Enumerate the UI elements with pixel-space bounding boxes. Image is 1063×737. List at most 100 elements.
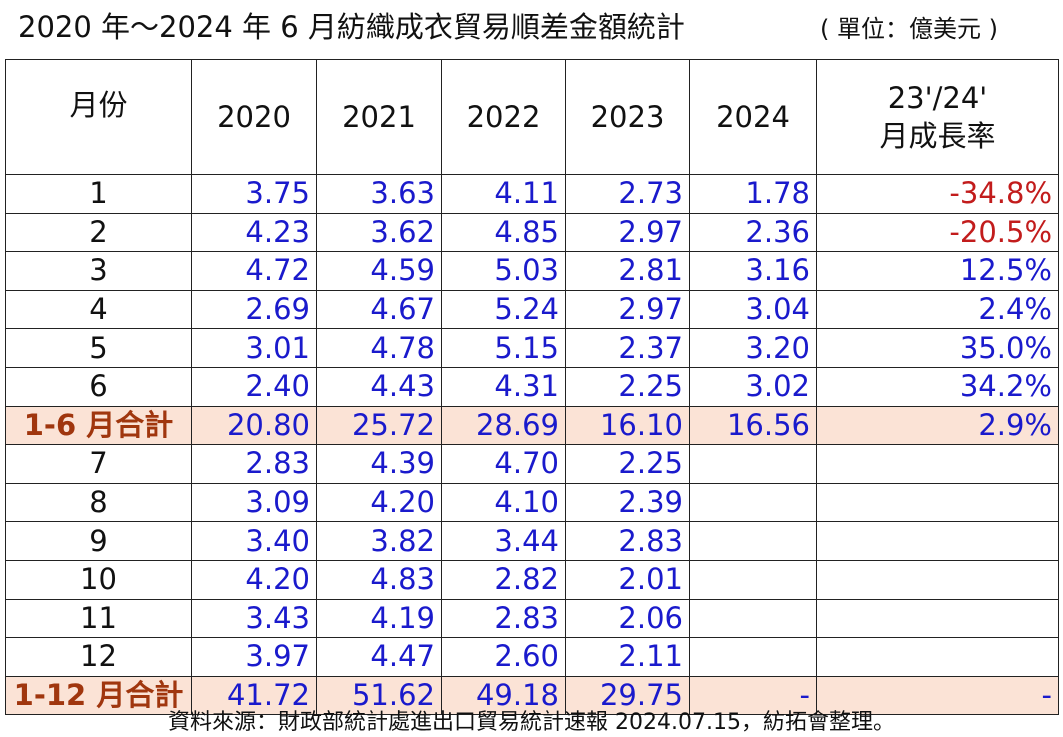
header-growth-line2: 月成長率 bbox=[879, 119, 996, 153]
header-2023: 2023 bbox=[565, 59, 690, 175]
value-cell-2022: 2.83 bbox=[441, 598, 566, 639]
value-cell-2022: 49.18 bbox=[441, 675, 566, 716]
value-cell-2024: 1.78 bbox=[689, 174, 817, 214]
month-cell: 3 bbox=[5, 251, 192, 291]
value-cell-2022: 4.10 bbox=[441, 482, 566, 523]
table-row: 7 2.83 4.39 4.70 2.25 bbox=[5, 444, 1059, 484]
value-cell-2020: 4.72 bbox=[191, 251, 317, 291]
month-cell: 8 bbox=[5, 482, 192, 523]
table-row: 6 2.40 4.43 4.31 2.25 3.02 34.2% bbox=[5, 366, 1059, 407]
value-cell-2023: 2.83 bbox=[565, 521, 690, 561]
value-cell-2021: 4.19 bbox=[316, 598, 442, 639]
growth-cell: 2.4% bbox=[816, 289, 1059, 330]
value-cell-2021: 4.59 bbox=[316, 251, 442, 291]
growth-cell bbox=[816, 482, 1059, 523]
value-cell-2024: 3.04 bbox=[689, 289, 817, 330]
table-row: 1 3.75 3.63 4.11 2.73 1.78 -34.8% bbox=[5, 174, 1059, 214]
header-month: 月份 bbox=[5, 59, 192, 175]
value-cell-2023: 16.10 bbox=[565, 405, 690, 446]
table-row: 9 3.40 3.82 3.44 2.83 bbox=[5, 521, 1059, 561]
value-cell-2022: 3.44 bbox=[441, 521, 566, 561]
value-cell-2024 bbox=[689, 444, 817, 484]
value-cell-2023: 2.73 bbox=[565, 174, 690, 214]
growth-cell: - bbox=[816, 675, 1059, 716]
value-cell-2020: 2.40 bbox=[191, 366, 317, 407]
value-cell-2021: 4.47 bbox=[316, 637, 442, 677]
value-cell-2021: 3.82 bbox=[316, 521, 442, 561]
value-cell-2020: 3.43 bbox=[191, 598, 317, 639]
header-2024: 2024 bbox=[689, 59, 817, 175]
value-cell-2024: 3.02 bbox=[689, 366, 817, 407]
value-cell-2023: 2.81 bbox=[565, 251, 690, 291]
month-cell: 7 bbox=[5, 444, 192, 484]
value-cell-2020: 3.97 bbox=[191, 637, 317, 677]
value-cell-2022: 5.03 bbox=[441, 251, 566, 291]
value-cell-2024: 3.16 bbox=[689, 251, 817, 291]
month-cell: 1-6 月合計 bbox=[5, 405, 192, 446]
header-2022: 2022 bbox=[441, 59, 566, 175]
header-growth: 23'/24' 月成長率 bbox=[816, 59, 1059, 175]
value-cell-2023: 29.75 bbox=[565, 675, 690, 716]
month-cell: 1 bbox=[5, 174, 192, 214]
value-cell-2023: 2.97 bbox=[565, 212, 690, 253]
value-cell-2021: 3.62 bbox=[316, 212, 442, 253]
table-row: 8 3.09 4.20 4.10 2.39 bbox=[5, 482, 1059, 523]
growth-cell: 2.9% bbox=[816, 405, 1059, 446]
value-cell-2024: - bbox=[689, 675, 817, 716]
value-cell-2023: 2.25 bbox=[565, 366, 690, 407]
unit-label: ( 單位：億美元 ) bbox=[820, 15, 998, 43]
month-cell: 10 bbox=[5, 559, 192, 600]
header-row: 月份 2020 2021 2022 2023 2024 23'/24' 月成長率 bbox=[5, 59, 1059, 175]
value-cell-2023: 2.06 bbox=[565, 598, 690, 639]
header-2020: 2020 bbox=[191, 59, 317, 175]
growth-cell: -20.5% bbox=[816, 212, 1059, 253]
value-cell-2022: 4.85 bbox=[441, 212, 566, 253]
value-cell-2024 bbox=[689, 521, 817, 561]
value-cell-2021: 25.72 bbox=[316, 405, 442, 446]
month-cell: 2 bbox=[5, 212, 192, 253]
value-cell-2020: 3.75 bbox=[191, 174, 317, 214]
growth-cell bbox=[816, 521, 1059, 561]
value-cell-2021: 4.43 bbox=[316, 366, 442, 407]
value-cell-2020: 2.69 bbox=[191, 289, 317, 330]
value-cell-2022: 4.31 bbox=[441, 366, 566, 407]
growth-cell bbox=[816, 637, 1059, 677]
table-row: 12 3.97 4.47 2.60 2.11 bbox=[5, 637, 1059, 677]
table-row: 2 4.23 3.62 4.85 2.97 2.36 -20.5% bbox=[5, 212, 1059, 253]
value-cell-2023: 2.25 bbox=[565, 444, 690, 484]
value-cell-2024 bbox=[689, 559, 817, 600]
value-cell-2023: 2.37 bbox=[565, 328, 690, 368]
table-body: 1 3.75 3.63 4.11 2.73 1.78 -34.8% 2 4.23 3.62 4.85… bbox=[5, 174, 1059, 716]
value-cell-2024: 3.20 bbox=[689, 328, 817, 368]
value-cell-2021: 4.83 bbox=[316, 559, 442, 600]
month-cell: 1-12 月合計 bbox=[5, 675, 192, 716]
source-note: 資料來源：財政部統計處進出口貿易統計速報 2024.07.15，紡拓會整理。 bbox=[168, 710, 895, 735]
value-cell-2020: 3.09 bbox=[191, 482, 317, 523]
value-cell-2021: 4.39 bbox=[316, 444, 442, 484]
header-growth-line1: 23'/24' bbox=[887, 81, 988, 115]
trade-surplus-table: 月份 2020 2021 2022 2023 2024 23'/24' 月成長率… bbox=[5, 59, 1059, 716]
value-cell-2023: 2.97 bbox=[565, 289, 690, 330]
table-row: 3 4.72 4.59 5.03 2.81 3.16 12.5% bbox=[5, 251, 1059, 291]
value-cell-2023: 2.11 bbox=[565, 637, 690, 677]
value-cell-2021: 4.67 bbox=[316, 289, 442, 330]
month-cell: 4 bbox=[5, 289, 192, 330]
value-cell-2022: 5.15 bbox=[441, 328, 566, 368]
value-cell-2022: 28.69 bbox=[441, 405, 566, 446]
month-cell: 9 bbox=[5, 521, 192, 561]
growth-cell: 35.0% bbox=[816, 328, 1059, 368]
value-cell-2022: 2.82 bbox=[441, 559, 566, 600]
growth-cell bbox=[816, 559, 1059, 600]
value-cell-2023: 2.39 bbox=[565, 482, 690, 523]
value-cell-2024: 16.56 bbox=[689, 405, 817, 446]
page-title: 2020 年～2024 年 6 月紡織成衣貿易順差金額統計 bbox=[18, 10, 685, 44]
growth-cell bbox=[816, 444, 1059, 484]
value-cell-2022: 5.24 bbox=[441, 289, 566, 330]
value-cell-2024 bbox=[689, 637, 817, 677]
value-cell-2020: 3.01 bbox=[191, 328, 317, 368]
value-cell-2022: 2.60 bbox=[441, 637, 566, 677]
value-cell-2021: 51.62 bbox=[316, 675, 442, 716]
value-cell-2021: 3.63 bbox=[316, 174, 442, 214]
table-row: 10 4.20 4.83 2.82 2.01 bbox=[5, 559, 1059, 600]
month-cell: 6 bbox=[5, 366, 192, 407]
